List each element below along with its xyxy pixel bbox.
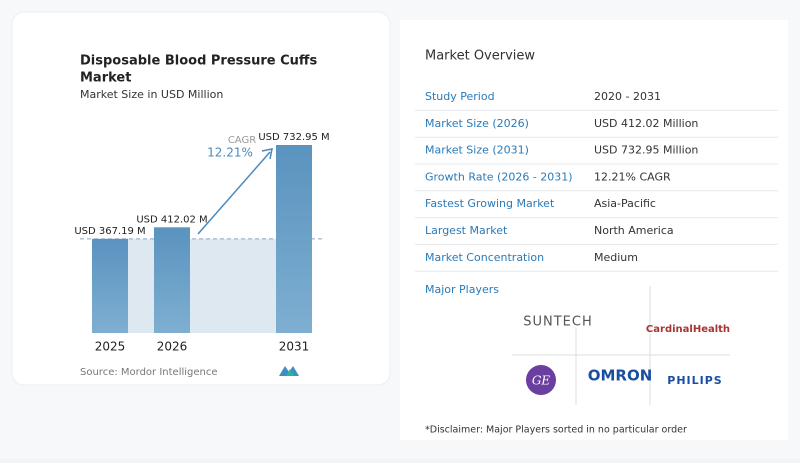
row-value: 2020 - 2031 (594, 90, 661, 103)
player-logo: CardinalHealth (646, 324, 730, 335)
player-logo: OMRON (588, 367, 653, 385)
row-value: USD 412.02 Million (594, 117, 698, 130)
value-label: USD 412.02 M (136, 214, 207, 225)
row-value: Asia-Pacific (594, 197, 656, 210)
chart-subtitle: Market Size in USD Million (80, 88, 223, 101)
bar (276, 145, 312, 333)
row-label: Growth Rate (2026 - 2031) (425, 170, 573, 183)
player-logo: GE (532, 374, 551, 388)
players-title: Major Players (425, 283, 499, 296)
annotation: 12.21% (207, 146, 253, 160)
ge-circle (526, 365, 556, 395)
overview-panel (400, 20, 788, 440)
row-label: Market Size (2031) (425, 144, 529, 157)
x-tick-label: 2025 (95, 340, 126, 354)
player-logo: PHILIPS (667, 374, 722, 387)
chart-title-2: Market (80, 71, 131, 86)
value-label: USD 367.19 M (74, 226, 145, 237)
value-label: USD 732.95 M (258, 132, 329, 143)
cagr-arrow (197, 151, 271, 235)
row-value: Medium (594, 251, 638, 264)
row-label: Largest Market (425, 224, 508, 237)
disclaimer: *Disclaimer: Major Players sorted in no … (425, 425, 687, 436)
player-logo: SUNTECH (523, 315, 593, 330)
source: Source: Mordor Intelligence (80, 367, 218, 378)
row-value: 12.21% CAGR (594, 170, 671, 183)
row-value: USD 732.95 Million (594, 144, 698, 157)
x-tick-label: 2031 (279, 340, 310, 354)
row-label: Fastest Growing Market (425, 197, 555, 210)
bar (154, 227, 190, 333)
row-value: North America (594, 224, 674, 237)
bar (92, 238, 128, 333)
overview-title: Market Overview (425, 49, 535, 64)
arrow-head (261, 148, 273, 160)
chart-title-1: Disposable Blood Pressure Cuffs (80, 54, 317, 69)
row-label: Market Concentration (425, 251, 544, 264)
brand-logo (279, 366, 299, 376)
x-tick-label: 2026 (157, 340, 188, 354)
growth-area (128, 238, 276, 333)
row-label: Study Period (425, 90, 495, 103)
annotation: CAGR (228, 135, 256, 146)
row-label: Market Size (2026) (425, 117, 529, 130)
overview-table: Study Period 2020 - 2031 Market Size (2026… (415, 90, 778, 272)
